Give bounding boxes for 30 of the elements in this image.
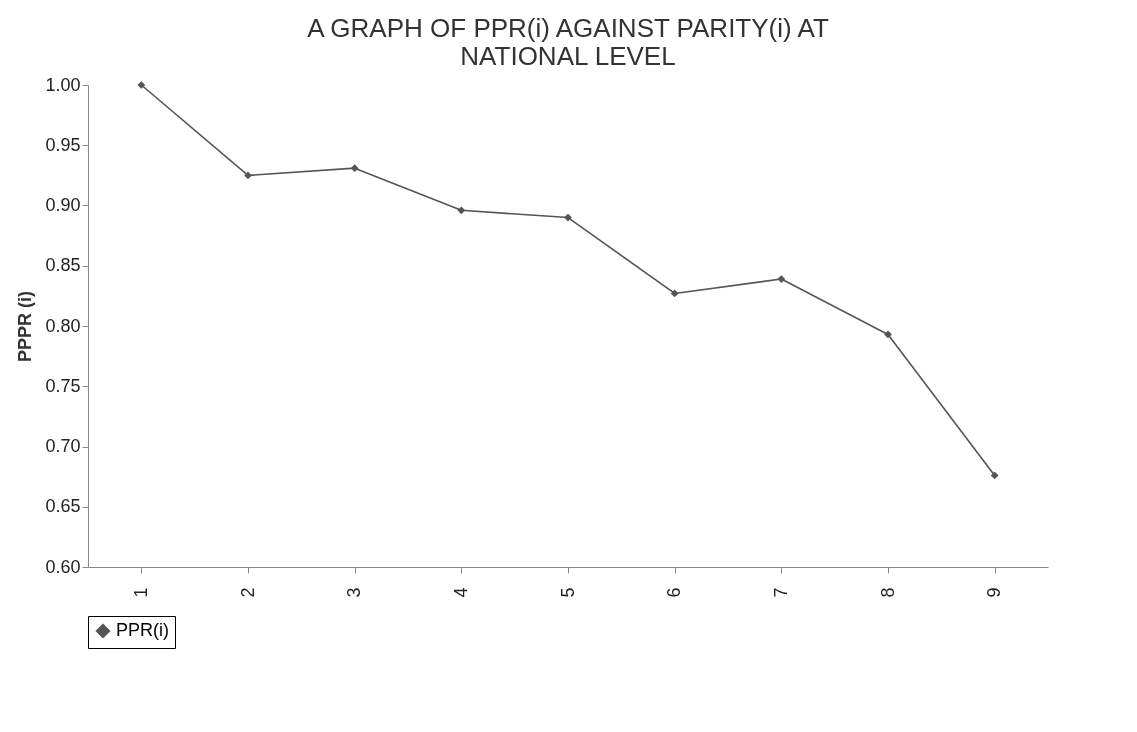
point bbox=[244, 171, 252, 180]
x-tick-label: 7 bbox=[770, 587, 791, 598]
x-tick-label: 6 bbox=[664, 587, 685, 598]
x-tick-label: 9 bbox=[984, 587, 1005, 598]
y-tick-label: 0.85 bbox=[45, 255, 81, 276]
x-tick-label: 8 bbox=[877, 587, 898, 598]
point bbox=[457, 206, 466, 215]
point bbox=[564, 213, 572, 222]
point bbox=[137, 81, 146, 89]
chart-title: A GRAPH OF PPR(i) AGAINST PARITY(i) AT NATIONAL LEVEL bbox=[307, 13, 829, 71]
legend-label: PPR(i) bbox=[116, 620, 169, 640]
x-tick-label: 3 bbox=[344, 587, 365, 598]
y-tick-label: 0.75 bbox=[45, 375, 81, 396]
point bbox=[350, 164, 359, 173]
point bbox=[884, 330, 892, 339]
point bbox=[990, 471, 999, 480]
x-tick-label: 4 bbox=[450, 587, 471, 598]
x-tick-label: 5 bbox=[557, 587, 578, 598]
point bbox=[777, 275, 786, 283]
y-tick-label: 0.65 bbox=[45, 496, 81, 517]
y-tick-label: 1.00 bbox=[45, 74, 81, 95]
y-axis-title: PPPR (i) bbox=[15, 290, 36, 363]
y-tick-label: 0.80 bbox=[45, 315, 81, 336]
y-tick-label: 0.60 bbox=[45, 556, 81, 577]
point bbox=[670, 289, 679, 298]
x-tick-label: 2 bbox=[237, 587, 258, 598]
y-tick-label: 0.90 bbox=[45, 195, 81, 215]
x-tick-label: 1 bbox=[130, 587, 151, 598]
y-tick-label: 0.70 bbox=[45, 436, 81, 456]
y-tick-label: 0.95 bbox=[45, 134, 81, 155]
